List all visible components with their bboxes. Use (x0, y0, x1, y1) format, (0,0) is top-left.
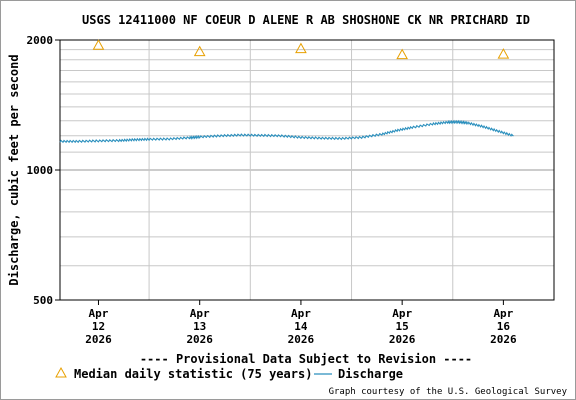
legend-median-label: Median daily statistic (75 years) (74, 367, 312, 381)
y-tick-label: 500 (33, 294, 53, 307)
grid-lines (60, 40, 554, 300)
data-series (59, 39, 514, 144)
x-tick-label: 14 (294, 320, 308, 333)
credit-text: Graph courtesy of the U.S. Geological Su… (329, 387, 568, 397)
x-axis-ticks: Apr122026Apr132026Apr142026Apr152026Apr1… (85, 300, 517, 346)
x-tick-label: Apr (190, 307, 210, 320)
x-tick-label: 16 (497, 320, 511, 333)
x-tick-label: 2026 (490, 333, 517, 346)
y-axis-label: Discharge, cubic feet per second (7, 54, 21, 285)
legend: Median daily statistic (75 years) Discha… (55, 366, 403, 381)
y-axis-ticks: 500 1000 2000 (27, 34, 60, 307)
median-point-marker (295, 42, 307, 54)
x-tick-label: 2026 (389, 333, 416, 346)
x-tick-label: Apr (89, 307, 109, 320)
median-point-marker (92, 39, 105, 50)
x-tick-label: 2026 (288, 333, 315, 346)
median-point-marker (497, 48, 510, 59)
median-triangle-icon (55, 366, 67, 378)
legend-discharge-label: Discharge (338, 367, 403, 381)
y-tick-label: 1000 (27, 164, 54, 177)
x-tick-label: 15 (396, 320, 409, 333)
x-tick-label: Apr (493, 307, 513, 320)
chart-title: USGS 12411000 NF COEUR D ALENE R AB SHOS… (82, 13, 530, 27)
x-tick-label: 2026 (85, 333, 112, 346)
median-point-marker (193, 45, 206, 57)
provisional-data-note: ---- Provisional Data Subject to Revisio… (140, 352, 472, 366)
x-tick-label: Apr (291, 307, 311, 320)
x-tick-label: Apr (392, 307, 412, 320)
median-point-marker (396, 48, 409, 60)
x-tick-label: 2026 (186, 333, 213, 346)
y-tick-label: 2000 (27, 34, 54, 47)
x-tick-label: 12 (92, 320, 105, 333)
discharge-series-line (59, 119, 514, 144)
x-tick-label: 13 (193, 320, 206, 333)
